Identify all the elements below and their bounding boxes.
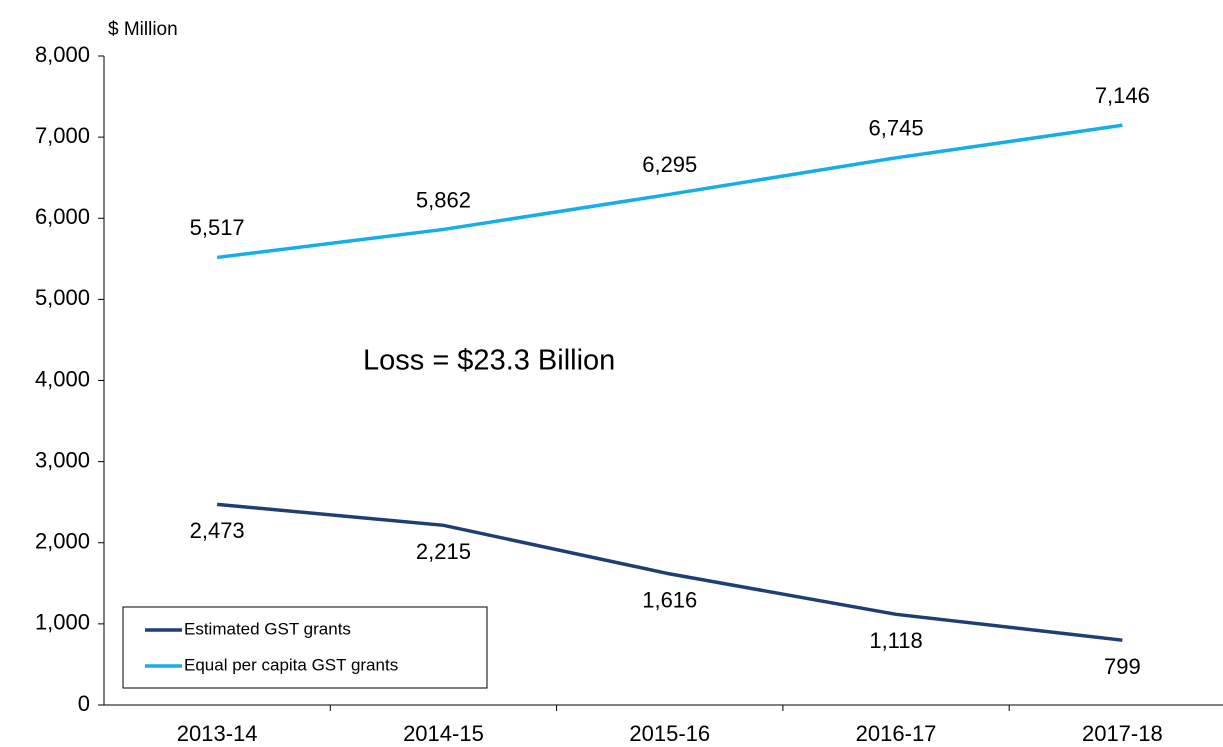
y-axis-label: $ Million <box>108 19 178 40</box>
data-label: 6,295 <box>642 152 697 177</box>
data-label: 7,146 <box>1095 83 1150 108</box>
data-label: 5,862 <box>416 187 471 212</box>
data-label: 6,745 <box>869 116 924 141</box>
legend-label: Estimated GST grants <box>184 619 351 638</box>
data-label: 5,517 <box>190 215 245 240</box>
legend-label: Equal per capita GST grants <box>184 655 398 674</box>
y-tick-label: 8,000 <box>35 42 90 67</box>
data-label: 1,616 <box>642 588 697 613</box>
data-label: 2,473 <box>190 518 245 543</box>
x-tick-label: 2014-15 <box>403 721 484 746</box>
y-tick-label: 5,000 <box>35 285 90 310</box>
y-tick-label: 7,000 <box>35 123 90 148</box>
series-line <box>216 502 1123 642</box>
y-tick-label: 3,000 <box>35 447 90 472</box>
annotation: Loss = $23.3 Billion <box>363 345 615 377</box>
y-tick-label: 0 <box>78 691 90 716</box>
x-tick-label: 2017-18 <box>1082 721 1163 746</box>
data-label: 1,118 <box>869 628 922 653</box>
x-tick-label: 2015-16 <box>629 721 710 746</box>
series-line <box>216 123 1123 260</box>
y-tick-label: 6,000 <box>35 204 90 229</box>
data-label: 2,215 <box>416 539 471 564</box>
legend-box <box>122 606 488 689</box>
x-tick-label: 2013-14 <box>177 721 258 746</box>
x-tick-label: 2016-17 <box>856 721 937 746</box>
data-label: 799 <box>1104 654 1141 679</box>
y-tick-label: 1,000 <box>35 610 90 635</box>
y-tick-label: 2,000 <box>35 529 90 554</box>
y-tick-label: 4,000 <box>35 366 90 391</box>
